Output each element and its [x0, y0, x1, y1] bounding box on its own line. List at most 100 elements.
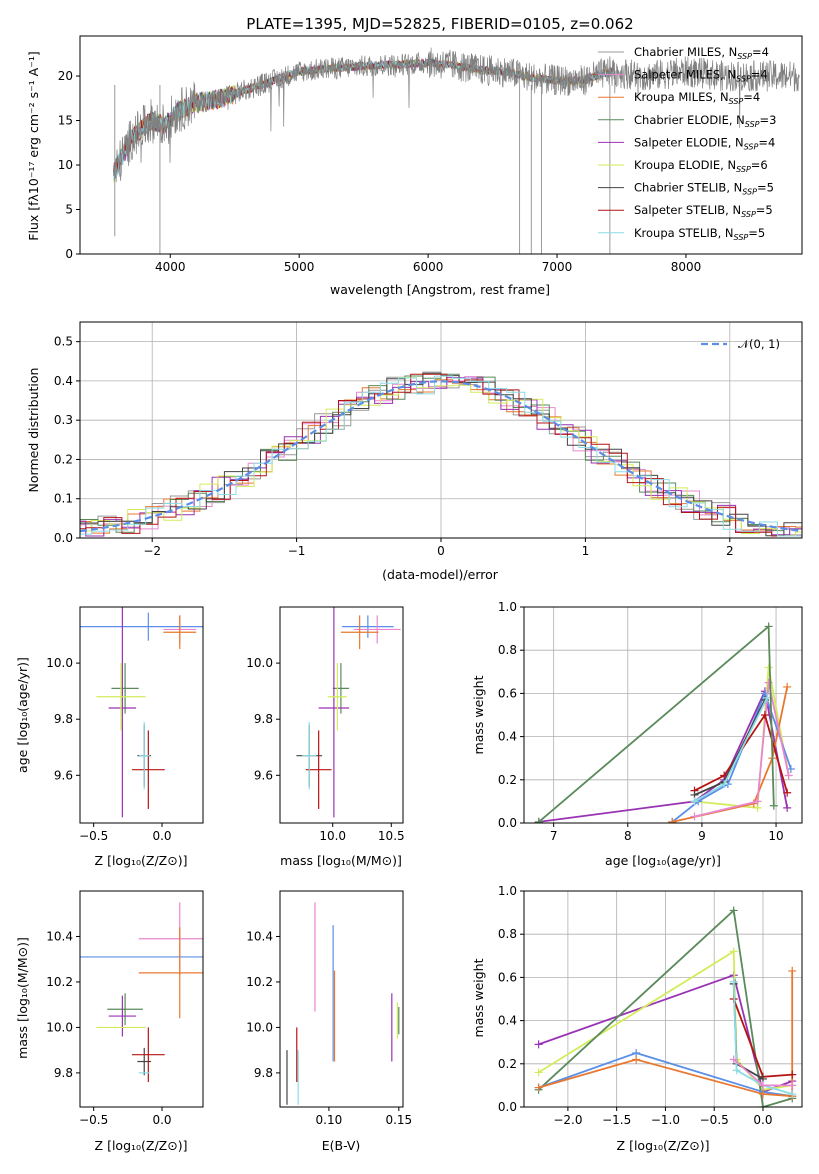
y-tick-label: 9.8: [254, 1066, 273, 1080]
x-tick-label: 7: [550, 829, 558, 843]
x-tick-label: 8: [624, 829, 632, 843]
x-tick-label: 6000: [413, 260, 444, 274]
y-tick-label: 5: [65, 203, 73, 217]
weight-lines: [535, 622, 795, 825]
weight-marker: [783, 804, 791, 812]
x-tick-label: −0.5: [79, 829, 108, 843]
y-tick-label: 9.8: [54, 1066, 73, 1080]
weight-marker: [632, 1055, 640, 1063]
legend-label: 𝒩(0, 1): [738, 337, 780, 351]
y-tick-label: 0.2: [498, 773, 517, 787]
y-tick-label: 10.2: [46, 975, 73, 989]
residual-histogram: [44, 373, 819, 536]
weight-marker: [783, 683, 791, 691]
y-tick-label: 0.4: [498, 1014, 517, 1028]
y-tick-label: 0.0: [498, 816, 517, 830]
residual-xlabel: (data-model)/error: [382, 567, 499, 582]
legend-label: Salpeter ELODIE, NSSP=4: [634, 135, 775, 151]
weight-marker: [754, 797, 762, 805]
weight-marker: [535, 1040, 543, 1048]
y-tick-label: 20: [58, 69, 73, 83]
y-tick-label: 9.8: [54, 712, 73, 726]
x-tick-label: 0: [437, 544, 445, 558]
x-tick-label: 7000: [542, 260, 573, 274]
y-tick-label: 10.4: [246, 929, 273, 943]
histogram-lines: [44, 372, 819, 536]
y-tick-label: 0.6: [498, 970, 517, 984]
y-tick-label: 0.0: [54, 531, 73, 545]
x-tick-label: 0.0: [753, 1113, 772, 1127]
y-tick-label: 10.4: [46, 929, 73, 943]
x-tick-label: 10.5: [378, 829, 405, 843]
errorbars: [287, 902, 399, 1104]
x-tick-label: 9: [698, 829, 706, 843]
residual-histogram: [50, 378, 819, 536]
x-tick-label: 0.0: [152, 829, 171, 843]
y-tick-label: 10.0: [246, 656, 273, 670]
x-tick-label: 10.0: [319, 829, 346, 843]
y-tick-label: 10.0: [46, 1020, 73, 1034]
legend-label: Salpeter MILES, NSSP=4: [634, 68, 768, 84]
weight-line: [539, 626, 774, 822]
y-tick-label: 0.1: [54, 492, 73, 506]
residual-ylabel: Normed distribution: [26, 368, 41, 493]
x-tick-label: −0.5: [79, 1113, 108, 1127]
y-tick-label: 0: [65, 247, 73, 261]
x-tick-label: −2.0: [553, 1113, 582, 1127]
y-tick-label: 0.2: [498, 1057, 517, 1071]
x-tick-label: 10: [768, 829, 783, 843]
errorbars: [73, 599, 223, 818]
legend-label: Salpeter STELIB, NSSP=5: [634, 203, 773, 219]
axes-frame: [80, 891, 203, 1107]
mw-age-xlabel: age [log₁₀(age/yr)]: [605, 853, 721, 868]
mass-ebv-xlabel: E(B-V): [322, 1138, 361, 1153]
y-tick-label: 9.6: [54, 768, 73, 782]
x-tick-label: −1: [288, 544, 306, 558]
x-tick-label: 0.0: [152, 1113, 171, 1127]
errorbars: [73, 902, 223, 1082]
y-tick-label: 0.8: [498, 643, 517, 657]
legend-label: Kroupa MILES, NSSP=4: [634, 90, 760, 106]
y-tick-label: 0.4: [498, 730, 517, 744]
legend-label: Chabrier MILES, NSSP=4: [634, 45, 769, 61]
y-tick-label: 10: [58, 158, 73, 172]
y-tick-label: 1.0: [498, 884, 517, 898]
weight-marker: [691, 813, 699, 821]
mw-age-ylabel: mass weight: [471, 675, 486, 754]
y-tick-label: 10.2: [246, 975, 273, 989]
x-tick-label: −2: [143, 544, 161, 558]
y-tick-label: 0.0: [498, 1100, 517, 1114]
spectrum-ylabel: Flux [fλ10⁻¹⁷ erg cm⁻² s⁻¹ A⁻¹]: [26, 51, 41, 240]
x-tick-label: 0.15: [385, 1113, 412, 1127]
weight-marker: [733, 1066, 741, 1074]
age-z-ylabel: age [log₁₀(age/yr)]: [15, 657, 30, 773]
y-tick-label: 0.4: [54, 374, 73, 388]
x-tick-label: 5000: [284, 260, 315, 274]
figure-title: PLATE=1395, MJD=52825, FIBERID=0105, z=0…: [246, 15, 633, 33]
axes-frame: [524, 607, 802, 823]
legend-label: Chabrier ELODIE, NSSP=3: [634, 113, 776, 129]
axes-frame: [524, 891, 802, 1107]
y-tick-label: 1.0: [498, 600, 517, 614]
age-mass-xlabel: mass [log₁₀(M/M⊙)]: [280, 853, 402, 868]
legend-label: Kroupa STELIB, NSSP=5: [634, 226, 765, 242]
weight-marker: [788, 1071, 796, 1079]
age-z-xlabel: Z [log₁₀(Z/Z⊙)]: [95, 853, 188, 868]
y-tick-label: 0.8: [498, 927, 517, 941]
legend-label: Kroupa ELODIE, NSSP=6: [634, 158, 768, 174]
mass-vs-metallicity-panel: −0.5 0.0 9.8 10.0 10.2 10.4: [46, 891, 223, 1127]
x-tick-label: 4000: [155, 260, 186, 274]
x-tick-label: 2: [726, 544, 734, 558]
mw-z-xlabel: Z [log₁₀(Z/Z⊙)]: [617, 1138, 710, 1153]
x-tick-label: 0.10: [316, 1113, 343, 1127]
axes-frame: [280, 607, 403, 823]
weight-marker: [535, 1084, 543, 1092]
mass-z-xlabel: Z [log₁₀(Z/Z⊙)]: [95, 1138, 188, 1153]
